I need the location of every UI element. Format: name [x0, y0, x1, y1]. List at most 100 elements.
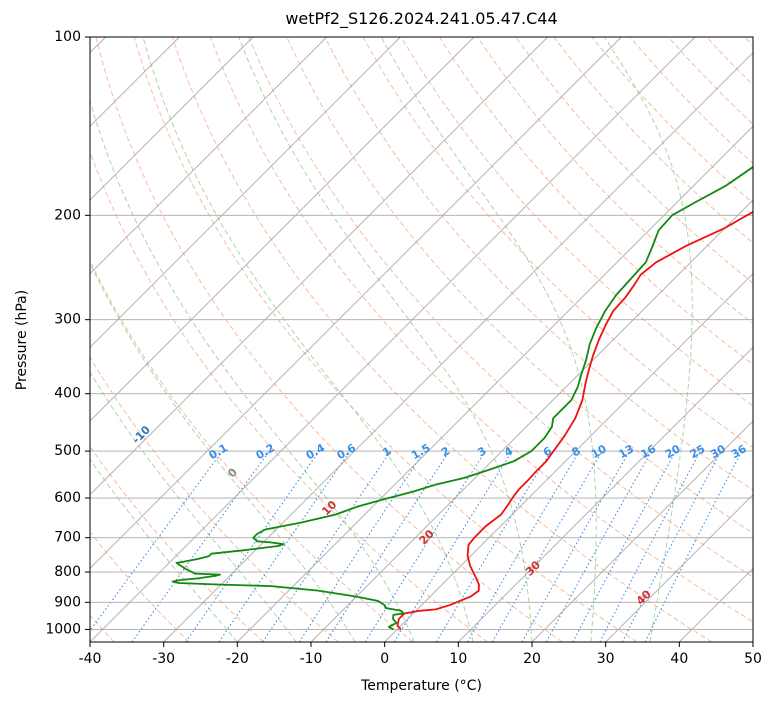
isotherm-line: [90, 37, 696, 642]
dry-adiabat-line: [210, 37, 753, 623]
mixing-ratio-line: [644, 450, 743, 642]
moist-adiabat-line: [90, 261, 356, 642]
isotherm-line: [605, 494, 753, 642]
isotherm-line: [90, 37, 475, 422]
dry-adiabat-line: [324, 37, 753, 491]
dry-adiabat-line: [400, 37, 753, 407]
dry-adiabat-line: [477, 37, 753, 325]
dry-adiabat-line: [90, 259, 414, 642]
mixing-ratio-line: [325, 450, 450, 642]
x-axis-label: Temperature (°C): [361, 678, 482, 694]
mixing-ratio-line: [185, 450, 320, 642]
y-tick-label: 800: [54, 564, 81, 580]
isotherm-line: [90, 37, 254, 201]
y-tick-label: 200: [54, 207, 81, 223]
y-tick-label: 400: [54, 386, 81, 402]
isotherm-line: [679, 567, 753, 642]
isotherm-line: [90, 37, 401, 348]
mixing-ratio-label: 1.5: [409, 441, 432, 462]
dry-adiabat-line: [90, 614, 115, 642]
isotherm-line: [0, 37, 32, 642]
mixing-ratio-label: 13: [616, 442, 636, 461]
x-tick-label: 40: [670, 651, 688, 667]
mixing-ratio-label: 0.1: [207, 441, 230, 462]
mixing-ratio-line: [545, 450, 653, 642]
mixing-ratio-line: [521, 450, 630, 642]
isotherm-line: [163, 52, 753, 642]
isotherm-line: [90, 37, 548, 496]
mixing-ratio-line: [90, 450, 223, 632]
mixing-ratio-label: 30: [708, 442, 728, 461]
plot-frame: [89, 36, 754, 643]
dry-adiabat-line: [133, 37, 638, 642]
dry-adiabat-line: [90, 356, 339, 642]
y-tick-label: 300: [54, 312, 81, 328]
x-tick-label: -40: [79, 651, 102, 667]
isotherm-line: [384, 273, 753, 642]
mixing-ratio-line: [262, 450, 392, 642]
temperature-profile-line: [396, 210, 753, 631]
mixing-ratio-line: [218, 450, 351, 642]
moist-adiabat-line: [90, 458, 238, 642]
dry-adiabat-line: [706, 37, 753, 86]
isotherm-line: [752, 641, 753, 642]
dry-adiabat-label: 20: [417, 527, 437, 547]
sounding-series: [171, 165, 753, 631]
y-tick-label: 1000: [45, 621, 81, 637]
moist-adiabat-line: [603, 37, 693, 642]
mixing-ratio-label: 3: [475, 444, 488, 459]
dry-adiabat-line: [362, 37, 753, 449]
dry-adiabat-line: [668, 37, 753, 125]
moist-adiabat-line: [90, 371, 297, 642]
dry-adiabat-line: [171, 37, 712, 642]
mixing-ratio-line: [599, 450, 701, 642]
dry-adiabat-line: [95, 37, 563, 642]
background-grid: [0, 37, 753, 642]
y-tick-label: 500: [54, 443, 81, 459]
dry-adiabat-line: [90, 150, 488, 642]
x-tick-label: -30: [152, 651, 175, 667]
mixing-ratio-line: [131, 450, 270, 642]
dry-adiabat-line: [286, 37, 753, 534]
mixing-ratio-line: [621, 450, 722, 642]
mixing-ratio-line: [393, 450, 513, 642]
mixing-ratio-label: 25: [688, 442, 708, 461]
adiabat-labels: -100-90-80-70-60-50-40-30-20-10010203040…: [130, 423, 749, 608]
mixing-ratio-line: [298, 450, 425, 642]
moist-adiabat-line: [90, 99, 415, 642]
x-tick-label: -20: [226, 651, 249, 667]
mixing-ratio-label: 2: [439, 444, 452, 459]
mixing-ratio-label: 0.2: [254, 441, 277, 462]
x-tick-label: 10: [449, 651, 467, 667]
dry-adiabat-label: -10: [130, 423, 153, 446]
isotherm-line: [90, 37, 327, 275]
mixing-ratio-label: 10: [589, 442, 609, 461]
dewpoint-profile-line: [171, 165, 753, 631]
y-tick-label: 100: [54, 29, 81, 45]
dry-adiabat-line: [744, 37, 753, 47]
dry-adiabat-label: 40: [634, 587, 654, 607]
dry-adiabat-line: [515, 37, 753, 284]
axis-ticks: -40 -30 -20 -10 0 10 20 30 40 5010020030040050060…: [45, 29, 762, 667]
moist-adiabat-line: [380, 37, 597, 642]
dry-adiabat-line: [248, 37, 753, 578]
mixing-ratio-label: 4: [502, 444, 515, 459]
mixing-ratio-line: [572, 450, 677, 642]
dry-adiabat-line: [553, 37, 753, 244]
chart-title: wetPf2_S126.2024.241.05.47.C44: [285, 9, 558, 28]
x-tick-label: 50: [744, 651, 762, 667]
y-tick-label: 900: [54, 594, 81, 610]
mixing-ratio-line: [467, 450, 580, 642]
dry-adiabat-line: [0, 37, 39, 642]
dry-adiabat-line: [90, 531, 190, 642]
y-tick-label: 700: [54, 530, 81, 546]
mixing-ratio-label: 1: [380, 444, 393, 459]
x-tick-label: 0: [380, 651, 389, 667]
x-tick-label: 20: [523, 651, 541, 667]
mixing-ratio-label: 0.6: [335, 441, 359, 462]
isotherm-line: [531, 420, 753, 642]
y-tick-label: 600: [54, 490, 81, 506]
dry-adiabat-label: 0: [225, 465, 240, 480]
mixing-ratio-label: 36: [729, 442, 749, 461]
